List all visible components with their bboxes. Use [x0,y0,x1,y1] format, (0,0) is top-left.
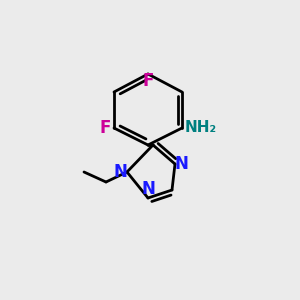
Text: NH₂: NH₂ [185,121,217,136]
Text: N: N [175,155,189,173]
Text: N: N [141,180,155,198]
Text: F: F [100,119,111,137]
Text: F: F [142,72,154,90]
Text: N: N [113,163,127,181]
